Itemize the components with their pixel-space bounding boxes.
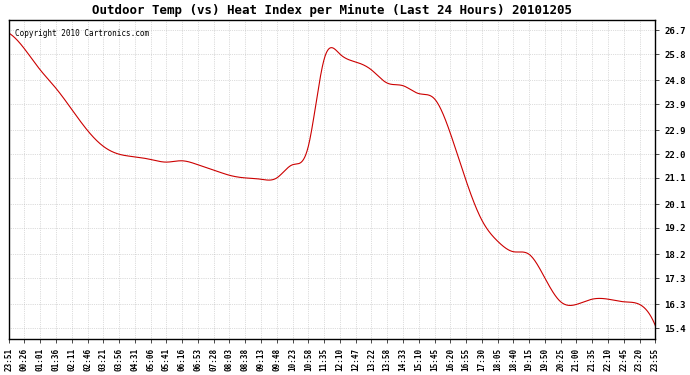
Title: Outdoor Temp (vs) Heat Index per Minute (Last 24 Hours) 20101205: Outdoor Temp (vs) Heat Index per Minute … xyxy=(92,4,572,17)
Text: Copyright 2010 Cartronics.com: Copyright 2010 Cartronics.com xyxy=(15,29,149,38)
